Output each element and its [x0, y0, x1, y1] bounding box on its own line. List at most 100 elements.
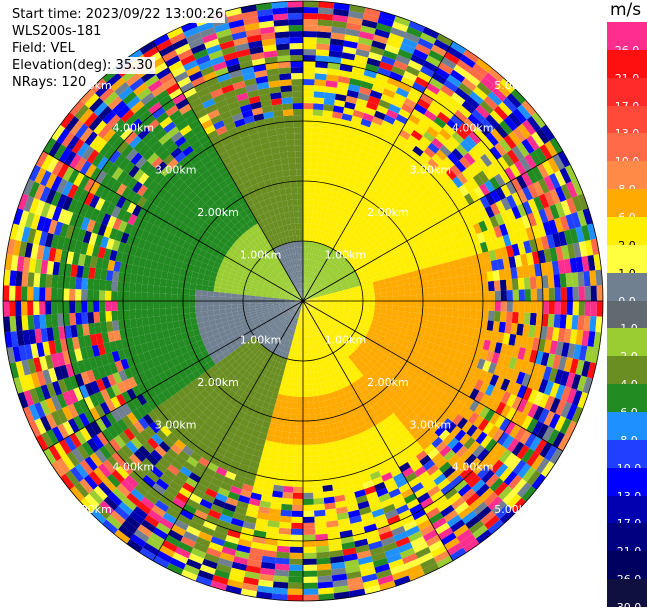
velocity-gate	[135, 283, 142, 292]
velocity-gate	[303, 169, 310, 175]
velocity-gate	[285, 462, 294, 469]
velocity-gate	[303, 229, 307, 235]
velocity-gate	[317, 576, 332, 583]
velocity-gate	[303, 235, 307, 241]
velocity-gate	[313, 396, 319, 403]
velocity-gate	[177, 307, 184, 314]
velocity-gate	[293, 391, 298, 397]
velocity-gate	[319, 146, 328, 153]
velocity-gate	[272, 587, 288, 594]
velocity-gate	[303, 547, 316, 553]
velocity-gate	[93, 301, 99, 312]
velocity-gate	[237, 304, 243, 308]
velocity-gate	[531, 301, 537, 313]
velocity-gate	[142, 317, 149, 326]
velocity-gate	[307, 373, 311, 379]
velocity-gate	[303, 433, 310, 439]
velocity-gate	[294, 475, 303, 481]
velocity-gate	[308, 193, 314, 200]
velocity-gate	[309, 181, 316, 187]
velocity-gate	[323, 171, 331, 178]
velocity-gate	[314, 408, 321, 415]
velocity-gate	[548, 275, 555, 288]
velocity-gate	[303, 385, 308, 391]
velocity-gate	[566, 273, 573, 287]
velocity-gate	[311, 139, 320, 146]
velocity-gate	[315, 528, 328, 535]
velocity-gate	[543, 301, 549, 314]
velocity-gate	[312, 390, 318, 397]
velocity-gate	[410, 312, 417, 319]
velocity-gate	[405, 295, 411, 301]
velocity-gate	[286, 456, 295, 463]
velocity-gate	[303, 247, 306, 253]
velocity-gate	[303, 115, 313, 121]
velocity-gate	[307, 229, 311, 235]
velocity-gate	[290, 547, 303, 553]
velocity-gate	[153, 285, 160, 293]
velocity-gate	[141, 301, 147, 310]
velocity-gate	[314, 79, 326, 86]
velocity-gate	[495, 291, 501, 301]
velocity-gate	[201, 301, 207, 306]
velocity-gate	[303, 565, 317, 571]
velocity-gate	[489, 301, 495, 311]
velocity-gate	[317, 437, 325, 444]
velocity-gate	[195, 290, 202, 296]
velocity-gate	[375, 293, 381, 297]
velocity-gate	[416, 289, 422, 296]
velocity-gate	[411, 301, 417, 307]
velocity-gate	[363, 294, 369, 298]
velocity-gate	[148, 277, 155, 286]
velocity-gate	[303, 391, 308, 397]
velocity-gate	[315, 522, 327, 529]
velocity-gate	[428, 287, 435, 294]
velocity-gate	[303, 487, 313, 493]
velocity-gate	[296, 367, 300, 373]
velocity-gate	[303, 19, 318, 25]
velocity-gate	[289, 432, 297, 439]
velocity-gate	[288, 589, 303, 595]
velocity-gate	[387, 301, 393, 306]
velocity-gate	[292, 397, 298, 403]
velocity-gate	[381, 297, 387, 301]
velocity-gate	[3, 285, 9, 301]
velocity-gate	[231, 294, 237, 298]
velocity-gate	[458, 284, 465, 293]
velocity-gate	[439, 279, 446, 287]
velocity-gate	[15, 271, 22, 286]
velocity-gate	[243, 301, 249, 304]
velocity-gate	[434, 308, 441, 316]
velocity-gate	[21, 272, 28, 287]
velocity-gate	[75, 289, 81, 301]
velocity-gate	[303, 517, 315, 523]
velocity-gate	[506, 312, 513, 323]
velocity-gate	[274, 430, 282, 437]
velocity-gate	[567, 287, 573, 301]
velocity-gate	[190, 283, 197, 290]
velocity-gate	[309, 175, 316, 182]
velocity-gate	[318, 582, 333, 589]
velocity-gate	[518, 312, 525, 324]
velocity-gate	[207, 306, 213, 311]
velocity-gate	[195, 295, 201, 301]
velocity-gate	[314, 188, 321, 195]
velocity-gate	[303, 595, 319, 601]
velocity-gate	[417, 301, 423, 307]
velocity-gate	[313, 200, 319, 207]
velocity-gate	[27, 301, 33, 315]
velocity-gate	[295, 457, 304, 463]
velocity-gate	[303, 475, 312, 481]
velocity-gate	[561, 301, 567, 315]
velocity-gate	[399, 301, 405, 306]
velocity-gate	[21, 315, 28, 330]
velocity-gate	[136, 275, 143, 284]
velocity-gate	[219, 301, 225, 305]
velocity-gate	[303, 403, 309, 409]
velocity-gate	[381, 305, 387, 310]
velocity-gate	[314, 504, 325, 511]
velocity-gate	[130, 274, 137, 284]
velocity-gate	[303, 55, 316, 61]
velocity-gate	[483, 291, 489, 301]
velocity-gate	[464, 283, 471, 292]
